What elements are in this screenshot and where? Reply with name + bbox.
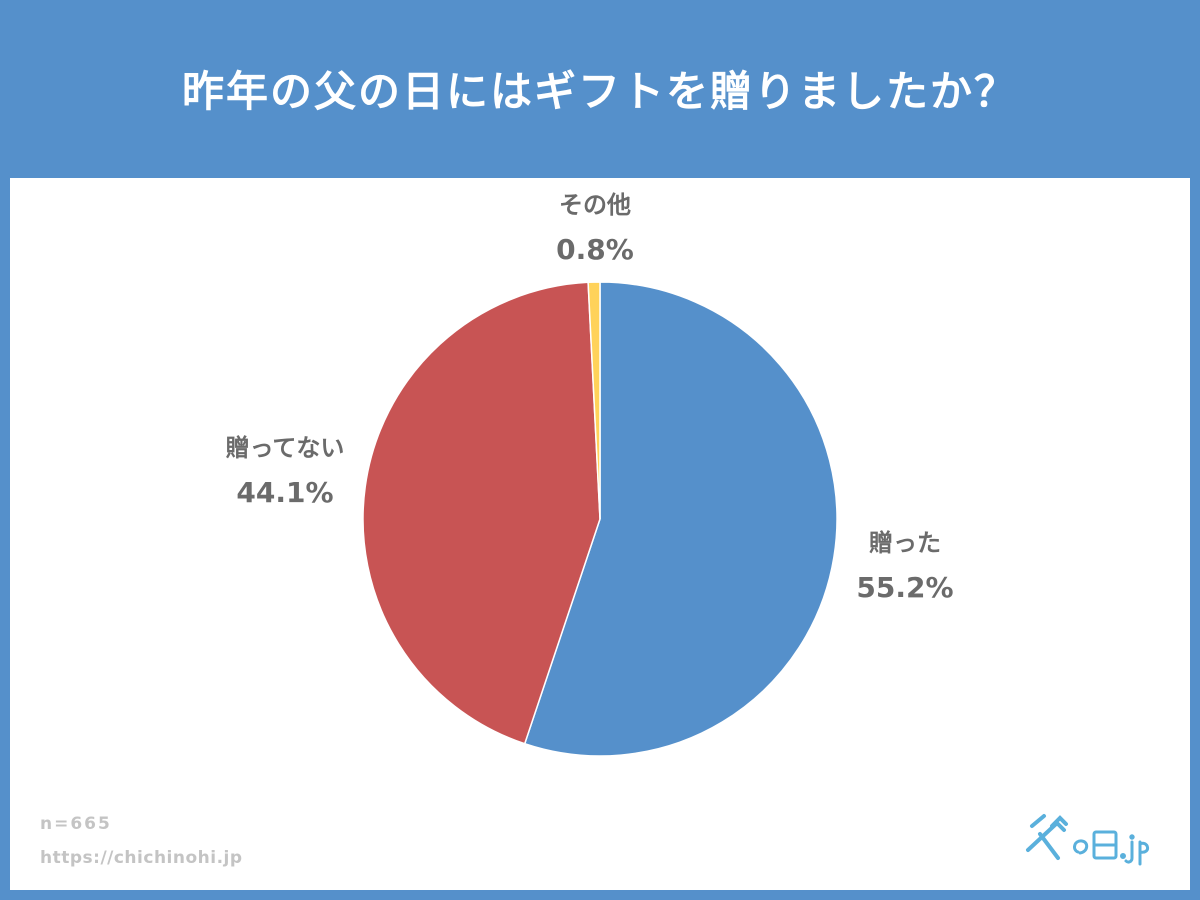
pie-slice-2 xyxy=(362,281,601,745)
chart-panel: 贈った 55.2% 贈ってない 44.1% その他 0.8% n=665 https://… xyxy=(10,178,1190,890)
pie-slice-3 xyxy=(587,281,601,520)
site-logo[interactable] xyxy=(1020,806,1170,868)
pie-chart: 贈った 55.2% 贈ってない 44.1% その他 0.8% xyxy=(226,191,954,757)
logo-wordmark xyxy=(1073,830,1149,866)
hammer-icon xyxy=(1026,814,1068,860)
slice-label-2: 贈ってない xyxy=(226,434,345,462)
chart-title: 昨年の父の日にはギフトを贈りましたか？ xyxy=(181,67,1018,116)
source-url[interactable]: https://chichinohi.jp xyxy=(40,848,243,868)
sample-size-note: n=665 xyxy=(40,814,112,834)
slice-value-2: 44.1% xyxy=(236,476,333,509)
slice-label-3: その他 xyxy=(559,191,631,219)
pie-slice-1 xyxy=(523,281,838,757)
slice-label-1: 贈った xyxy=(869,529,941,557)
pie-slices xyxy=(362,281,838,757)
slice-value-1: 55.2% xyxy=(856,571,953,604)
slice-value-3: 0.8% xyxy=(556,233,634,266)
slice-labels: 贈った 55.2% 贈ってない 44.1% その他 0.8% xyxy=(226,191,954,604)
